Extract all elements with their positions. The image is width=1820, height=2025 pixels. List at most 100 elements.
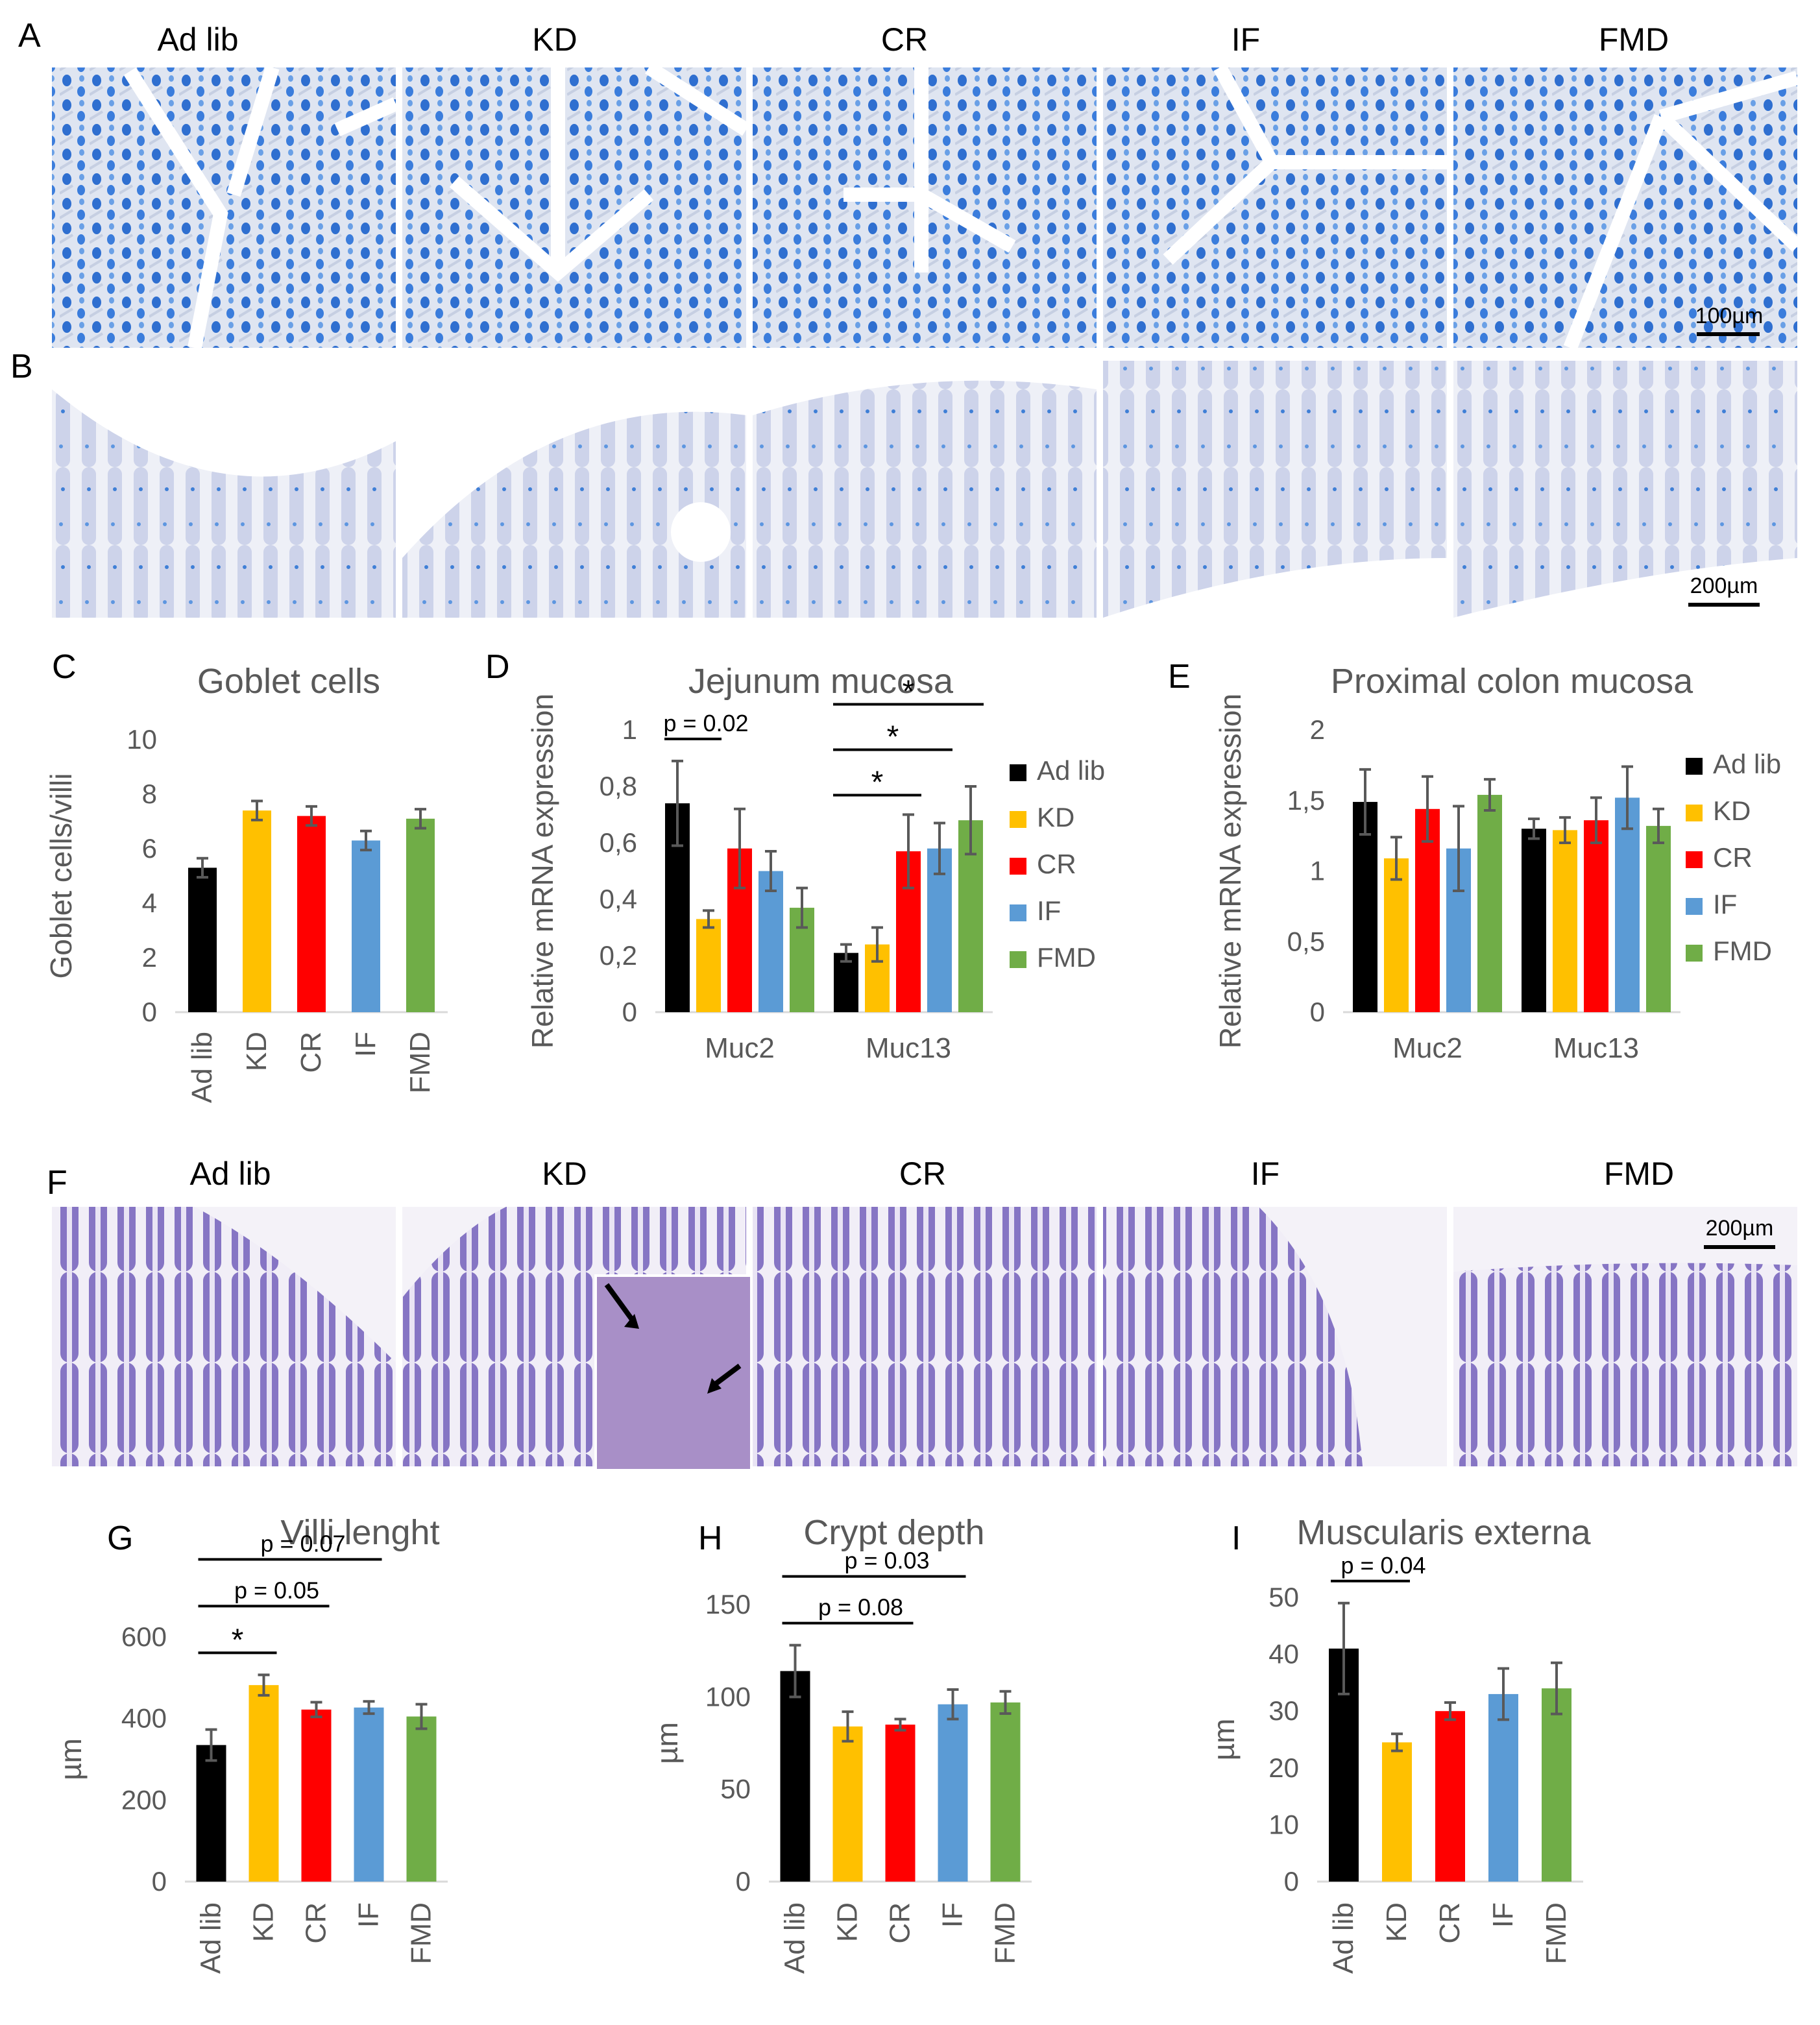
panel-label-c: C — [52, 648, 77, 686]
chart-title: Goblet cells — [197, 662, 380, 701]
y-tick-label: 2 — [1310, 714, 1325, 745]
micrograph-a-kd — [402, 67, 746, 348]
legend-swatch — [1010, 904, 1026, 921]
chart-title: Jejunum mucosa — [688, 662, 954, 701]
micrograph-row-f — [52, 1207, 1797, 1472]
legend-swatch — [1010, 811, 1026, 828]
bar-kd — [249, 1685, 279, 1882]
x-category-label: CR — [300, 1902, 332, 1944]
significance-star: * — [887, 720, 899, 755]
bar-muc2-cr — [1415, 808, 1440, 1012]
y-tick-label: 0,6 — [600, 827, 637, 858]
bar-muc13-adlib — [1522, 829, 1546, 1012]
panel-label-i: I — [1232, 1520, 1241, 1557]
significance-star: * — [232, 1623, 244, 1657]
x-category-label: IF — [353, 1902, 385, 1928]
bar-muc13-if — [1615, 797, 1640, 1012]
x-category-label: FMD — [404, 1032, 436, 1093]
x-category-label: Ad lib — [1328, 1902, 1359, 1974]
legend-label: CR — [1037, 849, 1076, 879]
bar-adlib — [188, 867, 217, 1012]
panel-label-b: B — [10, 348, 33, 385]
chart-crypt-depth: Crypt depth 0 50 100 150 µm Ad lib KD CR IF FMD p =… — [650, 1513, 1032, 1974]
panel-label-h: H — [698, 1520, 723, 1557]
x-category-label: IF — [350, 1032, 382, 1057]
y-axis-label: µm — [1207, 1719, 1241, 1761]
x-category-label: CR — [1434, 1902, 1466, 1944]
micrograph-row-a — [52, 61, 1802, 351]
x-category-label: FMD — [406, 1902, 437, 1964]
y-tick-label: 10 — [127, 724, 157, 755]
chart-title: Villi lenght — [280, 1513, 439, 1552]
legend-label: Ad lib — [1037, 755, 1105, 786]
scalebar-a-label: 100µm — [1695, 304, 1764, 328]
legend-swatch — [1010, 858, 1026, 875]
significance-p-value: p = 0.04 — [1341, 1552, 1426, 1579]
legend-swatch — [1686, 851, 1703, 868]
legend-label: FMD — [1037, 942, 1096, 973]
arrow-icon — [604, 1283, 635, 1322]
bar-adlib — [780, 1671, 810, 1882]
y-tick-label: 0,2 — [600, 940, 637, 971]
y-axis-label: µm — [54, 1738, 88, 1780]
chart-villi-length: Villi lenght 0 200 400 600 µm Ad lib KD CR IF FMD *… — [54, 1513, 448, 1974]
legend-swatch — [1010, 951, 1026, 968]
x-category-label: KD — [241, 1032, 273, 1071]
legend-swatch — [1686, 898, 1703, 915]
x-category-label: FMD — [989, 1902, 1021, 1964]
x-category-label: Muc13 — [866, 1032, 951, 1064]
bar-cr — [1435, 1711, 1465, 1882]
legend-label: KD — [1037, 802, 1074, 832]
x-category-label: IF — [1487, 1902, 1519, 1928]
micrograph-b-cr — [753, 361, 1097, 618]
x-category-label: CR — [884, 1902, 916, 1944]
bar-fmd — [406, 1716, 437, 1882]
y-tick-label: 0 — [152, 1866, 167, 1897]
y-tick-label: 1,5 — [1287, 785, 1325, 816]
bar-muc2-kd — [1384, 858, 1409, 1012]
legend-label: CR — [1713, 842, 1753, 873]
y-tick-label: 50 — [720, 1774, 751, 1804]
significance-p-value: p = 0.08 — [818, 1594, 903, 1621]
y-tick-label: 4 — [142, 888, 157, 918]
bar-muc13-cr — [1584, 820, 1608, 1012]
x-category-label: Muc13 — [1553, 1032, 1639, 1064]
y-tick-label: 20 — [1268, 1752, 1299, 1783]
x-category-label: Ad lib — [186, 1032, 218, 1103]
bar-muc2-adlib — [1353, 801, 1377, 1012]
y-tick-label: 400 — [121, 1703, 167, 1734]
y-tick-label: 0 — [142, 997, 157, 1027]
y-tick-label: 6 — [142, 833, 157, 864]
chart-title: Muscularis externa — [1296, 1513, 1591, 1552]
bar-muc2-fmd — [1477, 795, 1502, 1012]
significance-star: * — [903, 675, 915, 709]
bar-muc13-fmd — [1646, 825, 1671, 1012]
significance-p-value: p = 0.03 — [844, 1547, 929, 1574]
chart-title: Proximal colon mucosa — [1331, 662, 1693, 701]
bar-muc13-kd — [1553, 830, 1577, 1012]
group-label-if-f: IF — [1251, 1156, 1280, 1192]
group-label-adlib-f: Ad lib — [189, 1156, 271, 1192]
arrow-icon — [712, 1363, 742, 1388]
chart-goblet-cells: Goblet cells 0 2 4 6 8 10 Goblet cells/villi Ad … — [44, 662, 448, 1103]
bar-fmd — [406, 818, 435, 1012]
bar-cr — [301, 1709, 332, 1882]
micrograph-row-b — [52, 361, 1797, 618]
panel-label-d: D — [485, 648, 510, 686]
chart-jejunum-mucosa: Jejunum mucosa 0 0,2 0,4 0,6 0,8 1 Relative mRN… — [526, 662, 1105, 1064]
bar-if — [1488, 1693, 1518, 1882]
x-category-label: KD — [1381, 1902, 1413, 1942]
bar-muc13-adlib — [834, 952, 858, 1012]
bar-cr — [297, 816, 326, 1012]
chart-muscularis-externa: Muscularis externa 0 10 20 30 40 50 µm Ad lib KD C… — [1207, 1513, 1592, 1974]
y-tick-label: 0,4 — [600, 884, 637, 914]
y-tick-label: 0 — [622, 997, 637, 1027]
panel-label-f: F — [47, 1164, 67, 1202]
scalebar-b-label: 200µm — [1690, 574, 1758, 598]
x-category-label: FMD — [1540, 1902, 1572, 1964]
x-category-label: Muc2 — [705, 1032, 775, 1064]
chart-proximal-colon-mucosa: Proximal colon mucosa 0 0,5 1 1,5 2 Relative m… — [1213, 662, 1781, 1064]
group-label-cr-f: CR — [899, 1156, 946, 1192]
y-tick-label: 0,5 — [1287, 926, 1325, 956]
micrograph-a-if — [1103, 67, 1447, 348]
